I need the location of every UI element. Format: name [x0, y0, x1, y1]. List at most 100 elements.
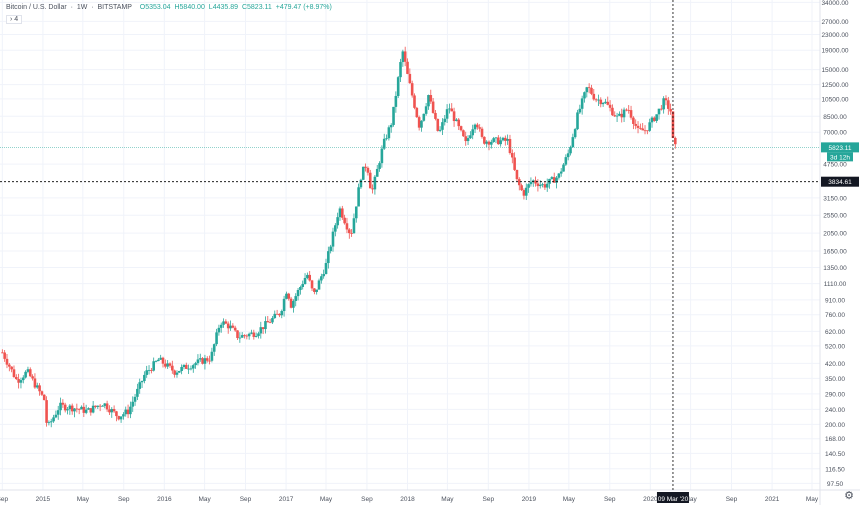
- candle-body: [73, 408, 76, 412]
- crosshair-date-badge: [656, 492, 689, 503]
- candle-body: [145, 370, 149, 375]
- candle-body: [639, 127, 642, 129]
- candle-body: [61, 402, 65, 405]
- candle-body: [82, 406, 86, 413]
- candle-body: [538, 184, 542, 187]
- candle-body: [10, 366, 13, 370]
- candle-body: [476, 124, 479, 128]
- candle-body: [287, 293, 291, 299]
- candle-body: [171, 365, 174, 371]
- time-tick-label: 2018: [400, 496, 415, 503]
- candle-body: [196, 359, 200, 364]
- candle-body: [294, 296, 298, 301]
- gear-icon[interactable]: ⚙: [844, 490, 854, 502]
- candle-body: [485, 141, 488, 144]
- candle-body: [634, 123, 638, 126]
- candle-body: [26, 369, 30, 372]
- price-tick-label: 116.50: [825, 466, 845, 473]
- price-tick-label: 10500.00: [821, 96, 848, 103]
- symbol-name[interactable]: Bitcoin / U.S. Dollar: [6, 4, 67, 11]
- price-tick-label: 290.00: [825, 391, 845, 398]
- candle-body: [559, 171, 563, 174]
- candle-body: [576, 112, 579, 130]
- candle-body: [143, 374, 146, 381]
- candle-body: [108, 409, 111, 413]
- candle-body: [5, 358, 9, 365]
- price-tick-label: 200.00: [825, 422, 845, 429]
- candle-body: [54, 414, 58, 418]
- candle-body: [436, 118, 440, 131]
- candle-body: [75, 408, 79, 410]
- candle-body: [231, 325, 235, 328]
- candle-body: [203, 358, 207, 364]
- price-tick-label: 168.00: [825, 436, 845, 443]
- candle-body: [285, 293, 288, 299]
- candle-body: [450, 108, 454, 112]
- price-tick-label: 1350.00: [823, 265, 847, 272]
- time-tick-label: 2019: [522, 496, 537, 503]
- candle-body: [296, 290, 300, 297]
- candle-body: [112, 409, 116, 412]
- candle-body: [124, 409, 128, 415]
- time-tick-label: 2015: [36, 496, 51, 503]
- candle-body: [334, 225, 337, 232]
- time-tick-label: May: [684, 496, 697, 503]
- candle-body: [632, 117, 635, 124]
- candle-body: [273, 313, 277, 319]
- candle-body: [587, 87, 591, 89]
- price-tick-label: 34000.00: [821, 0, 848, 7]
- price-tick-label: 350.00: [825, 376, 845, 383]
- candle-body: [583, 92, 586, 99]
- candle-body: [327, 251, 330, 264]
- candle-body: [49, 421, 53, 423]
- candle-body: [585, 87, 589, 93]
- candle-body: [250, 332, 253, 334]
- candle-body: [459, 126, 463, 131]
- candle-body: [115, 411, 118, 417]
- candle-body: [133, 396, 137, 402]
- candle-body: [210, 351, 214, 361]
- candle-body: [52, 417, 55, 422]
- candle-body: [278, 313, 281, 316]
- candle-body: [366, 167, 370, 173]
- candle-body: [40, 391, 44, 395]
- candle-body: [373, 176, 377, 190]
- candle-body: [594, 99, 598, 101]
- candle-body: [126, 409, 130, 415]
- candle-body: [466, 138, 470, 142]
- candle-body: [438, 129, 442, 131]
- indicator-toggle-button[interactable]: › 4: [6, 15, 23, 24]
- time-tick-label: 2021: [765, 496, 780, 503]
- candle-body: [380, 148, 384, 164]
- candle-body: [427, 95, 430, 107]
- candle-body: [508, 138, 512, 154]
- candle-body: [606, 101, 610, 105]
- price-tick-label: 140.50: [825, 451, 845, 458]
- high-value: H5840.00: [174, 4, 205, 11]
- candle-body: [620, 113, 624, 118]
- candle-body: [483, 136, 486, 144]
- candle-body: [194, 363, 197, 366]
- candle-body: [164, 363, 167, 367]
- candle-body: [191, 365, 195, 369]
- candle-body: [541, 184, 544, 186]
- candle-body: [555, 177, 558, 183]
- candle-body: [187, 368, 190, 370]
- candle-body: [180, 367, 183, 371]
- candle-body: [350, 233, 353, 234]
- candle-body: [611, 107, 614, 116]
- candle-body: [406, 61, 409, 74]
- price-tick-label: 23000.00: [821, 32, 848, 39]
- candle-body: [455, 119, 458, 122]
- candle-body: [669, 108, 672, 112]
- candle-body: [229, 325, 232, 329]
- price-tick-label: 19000.00: [821, 48, 848, 55]
- time-tick-label: May: [198, 496, 211, 503]
- candle-body: [336, 217, 339, 226]
- candle-body: [226, 323, 230, 329]
- ohlc-values: O5353.04 H5840.00 L4435.89 C5823.11 +479…: [140, 4, 334, 11]
- symbol-interval[interactable]: 1W: [76, 4, 88, 11]
- candle-body: [140, 380, 144, 383]
- price-tick-label: 760.00: [825, 312, 845, 319]
